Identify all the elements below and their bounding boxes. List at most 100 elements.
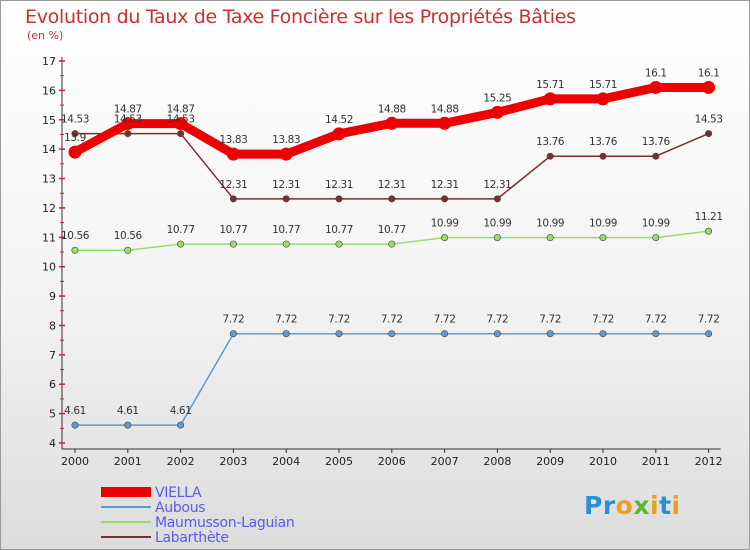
data-point: [438, 116, 452, 130]
y-tick-label: 16: [42, 84, 56, 97]
unit-label: (en %): [27, 29, 64, 42]
x-tick-label: 2008: [483, 455, 511, 468]
data-label: 14.88: [378, 103, 406, 115]
data-label: 14.53: [695, 114, 723, 126]
data-point: [388, 330, 396, 338]
data-label: 16.1: [698, 67, 720, 79]
y-tick-label: 11: [42, 231, 56, 244]
y-tick-label: 10: [42, 261, 56, 274]
data-point: [229, 195, 237, 203]
axes: 4 5 6 7 8 9 10 11 12 13 14 15 16 17 2000 2001 2002 2003 20…: [42, 55, 723, 468]
y-tick-label: 4: [49, 437, 56, 450]
y-tick-label: 5: [49, 408, 56, 421]
legend-swatch: [101, 506, 151, 508]
data-point: [493, 195, 501, 203]
data-point: [174, 117, 188, 131]
logo-letter: i: [650, 491, 660, 520]
data-label: 14.53: [114, 114, 142, 126]
legend-label: Maumusson-Laguian: [155, 515, 295, 531]
data-point: [226, 147, 240, 161]
data-point: [546, 330, 554, 338]
x-tick-label: 2009: [536, 455, 564, 468]
data-point: [493, 330, 501, 338]
data-label: 10.77: [272, 224, 300, 236]
data-point: [282, 195, 290, 203]
data-label: 14.53: [167, 114, 195, 126]
data-point: [177, 421, 185, 429]
data-point: [652, 152, 660, 160]
data-label: 4.61: [64, 405, 86, 417]
data-point: [599, 152, 607, 160]
data-point: [71, 246, 79, 254]
logo-letter: r: [602, 491, 616, 520]
data-point: [599, 330, 607, 338]
logo-letter: o: [615, 491, 634, 520]
x-tick-label: 2005: [325, 455, 353, 468]
data-label: 13.76: [536, 136, 565, 148]
chart-title: Evolution du Taux de Taxe Foncière sur l…: [25, 6, 576, 28]
data-point: [282, 330, 290, 338]
logo-letter: P: [584, 491, 603, 520]
x-tick-label: 2002: [167, 455, 195, 468]
proxiti-logo: Proxiti: [584, 491, 681, 520]
data-label: 10.56: [114, 230, 143, 242]
data-label: 15.25: [483, 92, 511, 104]
data-point: [546, 152, 554, 160]
data-point: [335, 330, 343, 338]
data-point: [282, 240, 290, 248]
data-point: [649, 80, 663, 94]
x-tick-label: 2007: [431, 455, 459, 468]
data-label: 10.99: [483, 218, 511, 230]
data-point: [652, 330, 660, 338]
data-point: [388, 195, 396, 203]
data-label: 12.31: [483, 179, 511, 191]
y-tick-label: 9: [49, 290, 56, 303]
data-label: 10.77: [325, 224, 353, 236]
logo-letter: t: [659, 491, 672, 520]
data-point: [441, 330, 449, 338]
data-point: [599, 234, 607, 242]
data-label: 10.77: [219, 224, 247, 236]
data-point: [335, 240, 343, 248]
data-label: 7.72: [645, 314, 667, 326]
data-point: [493, 234, 501, 242]
data-point: [177, 130, 185, 138]
data-point: [543, 92, 557, 106]
x-tick-label: 2012: [695, 455, 723, 468]
data-point: [705, 227, 713, 235]
data-point: [705, 130, 713, 138]
data-label: 7.72: [328, 314, 350, 326]
data-point: [71, 130, 79, 138]
series-lines: [68, 80, 716, 429]
data-point: [68, 145, 82, 159]
data-label: 14.87: [167, 104, 195, 116]
data-point: [490, 105, 504, 119]
data-label: 14.88: [431, 103, 459, 115]
data-label: 10.99: [589, 218, 617, 230]
data-label: 14.53: [61, 114, 89, 126]
data-point: [388, 240, 396, 248]
y-tick-label: 7: [49, 349, 56, 362]
data-label: 7.72: [381, 314, 403, 326]
data-label: 7.72: [698, 314, 720, 326]
x-tick-label: 2000: [61, 455, 89, 468]
data-point: [335, 195, 343, 203]
data-label: 13.83: [272, 134, 300, 146]
data-point: [124, 421, 132, 429]
data-label: 10.56: [61, 230, 90, 242]
data-point: [702, 80, 716, 94]
data-point: [71, 421, 79, 429]
x-tick-label: 2006: [378, 455, 406, 468]
data-label: 4.61: [117, 405, 139, 417]
legend-label: VIELLA: [155, 485, 202, 501]
legend-swatch: [101, 536, 151, 538]
data-label: 12.31: [431, 179, 459, 191]
data-label: 7.72: [223, 314, 245, 326]
y-tick-label: 17: [42, 55, 56, 68]
data-label: 7.72: [487, 314, 509, 326]
data-label: 10.77: [167, 224, 195, 236]
logo-letter: x: [633, 491, 650, 520]
data-label: 12.31: [325, 179, 353, 191]
data-label: 12.31: [378, 179, 406, 191]
